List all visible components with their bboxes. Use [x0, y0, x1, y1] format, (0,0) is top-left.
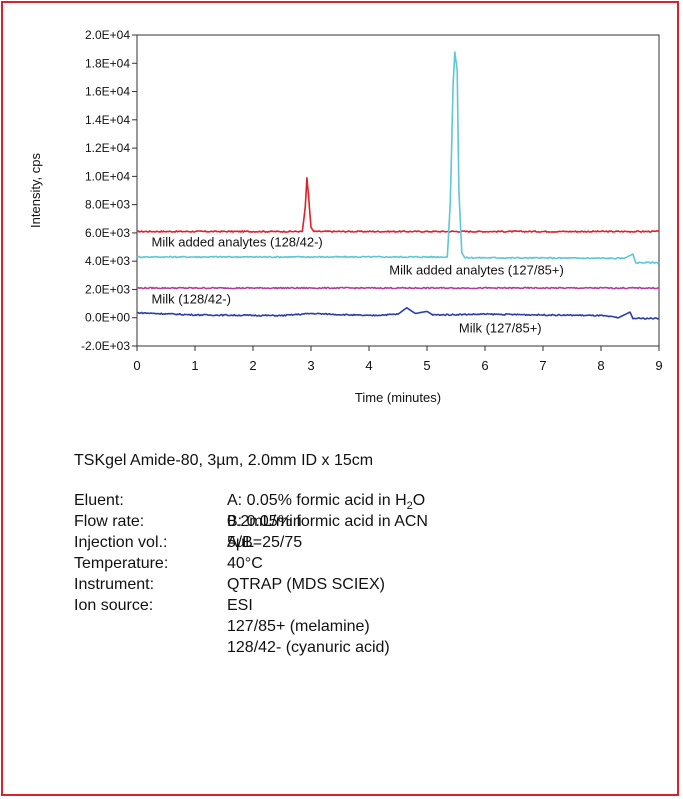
series-line	[136, 306, 660, 320]
x-tick-label: 0	[133, 358, 140, 373]
y-axis-label: Intensity, cps	[28, 153, 43, 228]
column-title: TSKgel Amide-80, 3µm, 2.0mm ID x 15cm	[74, 452, 374, 469]
injection-row: Injection vol.: 5µL	[74, 532, 428, 553]
y-tick-label: -2.0E+03	[81, 339, 130, 353]
transition-cyanuric-acid: 128/42- (cyanuric acid)	[227, 639, 390, 656]
x-tick-label: 6	[481, 358, 488, 373]
y-tick-label: 1.4E+04	[85, 113, 130, 127]
chromatogram-chart: 2.0E+04 1.8E+04 1.6E+04 1.4E+04 1.2E+04 1.0E+…	[28, 28, 663, 405]
y-tick-label: 0.0E+00	[85, 311, 130, 325]
series-line	[137, 177, 660, 233]
flow-rate-value: 0.2mL/min	[227, 513, 302, 530]
y-tick-label: 1.2E+04	[85, 141, 130, 155]
temperature-row: Temperature: 40°C	[74, 553, 428, 574]
instrument-label: Instrument:	[74, 576, 155, 593]
x-tick-label: 1	[191, 358, 198, 373]
x-tick-label: 7	[539, 358, 546, 373]
series-line	[136, 286, 660, 290]
eluent-row: Eluent: A: 0.05% formic acid in H2O B: 0…	[74, 490, 428, 551]
y-tick-label: 8.0E+03	[85, 198, 130, 212]
temperature-label: Temperature:	[74, 555, 169, 572]
ion-source-row: Ion source: ESI 127/85+ (melamine) 128/4…	[74, 595, 428, 656]
y-tick-label: 1.8E+04	[85, 56, 130, 70]
flow-rate-row: Flow rate: 0.2mL/min	[74, 511, 428, 532]
eluent-values: A: 0.05% formic acid in H2O B: 0.05% for…	[227, 490, 428, 551]
eluent-ratio: A/B=25/75	[227, 534, 303, 551]
x-tick-label: 4	[365, 358, 372, 373]
y-tick-label: 6.0E+03	[85, 226, 130, 240]
transition-melamine: 127/85+ (melamine)	[227, 618, 370, 635]
y-tick-label: 1.6E+04	[85, 85, 130, 99]
plot-area	[136, 34, 660, 347]
ion-source-values: ESI 127/85+ (melamine) 128/42- (cyanuric…	[227, 595, 390, 656]
x-tick-label: 3	[307, 358, 314, 373]
eluent-a-subscript: 2	[406, 500, 413, 513]
y-tick-label: 1.0E+04	[85, 169, 130, 183]
eluent-a: A: 0.05% formic acid in H2O	[227, 490, 428, 513]
x-tick-label: 9	[655, 358, 662, 373]
x-tick-label: 8	[597, 358, 604, 373]
ion-source-label: Ion source:	[74, 597, 154, 614]
series-annotation: Milk added analytes (128/42-)	[152, 234, 323, 249]
method-info: TSKgel Amide-80, 3µm, 2.0mm ID x 15cm El…	[74, 452, 428, 656]
eluent-label: Eluent:	[74, 492, 124, 509]
y-tick-label: 2.0E+04	[85, 28, 130, 42]
eluent-a-suffix: O	[412, 492, 426, 509]
eluent-a-text: A: 0.05% formic acid in H	[227, 492, 407, 509]
x-axis-label: Time (minutes)	[355, 390, 441, 405]
y-tick-label: 2.0E+03	[85, 282, 130, 296]
instrument-row: Instrument: QTRAP (MDS SCIEX)	[74, 574, 428, 595]
series-annotation: Milk (128/42-)	[152, 292, 231, 307]
instrument-value: QTRAP (MDS SCIEX)	[227, 576, 385, 593]
series-line	[136, 51, 660, 265]
ion-source-value: ESI	[227, 597, 253, 614]
injection-label: Injection vol.:	[74, 534, 168, 551]
x-tick-label: 5	[423, 358, 430, 373]
series-annotation: Milk (127/85+)	[459, 321, 542, 336]
eluent-b: B: 0.05% formic acid in ACN	[227, 513, 428, 530]
x-tick-label: 2	[249, 358, 256, 373]
temperature-value: 40°C	[227, 555, 263, 572]
flow-rate-label: Flow rate:	[74, 513, 145, 530]
y-tick-label: 4.0E+03	[85, 254, 130, 268]
injection-value: 5µL	[227, 534, 255, 551]
series-annotation: Milk added analytes (127/85+)	[389, 263, 564, 278]
